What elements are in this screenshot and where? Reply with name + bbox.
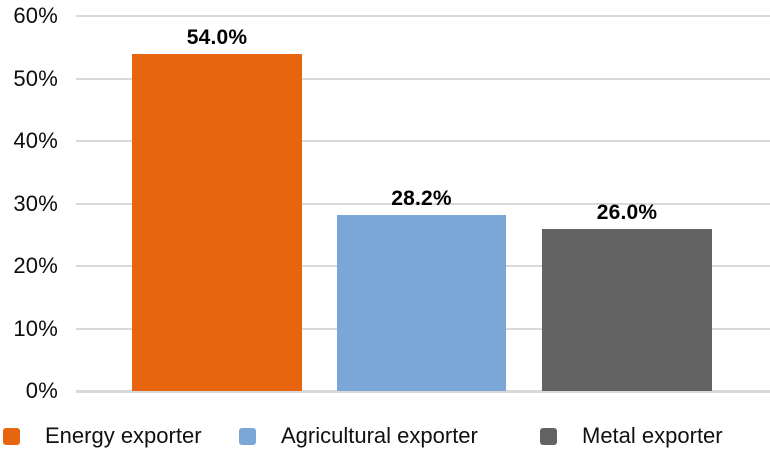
legend-swatch-metal-exporter xyxy=(540,427,557,445)
y-tick-label-40: 40% xyxy=(13,128,58,153)
y-tick-label-30: 30% xyxy=(13,190,58,216)
gridline-0 xyxy=(76,390,770,393)
gridline-30 xyxy=(76,202,770,205)
legend-item-metal-exporter: Metal exporter xyxy=(540,423,723,448)
gridline-60 xyxy=(76,15,770,17)
y-tick-label-20: 20% xyxy=(13,253,58,278)
legend-item-energy-exporter: Energy exporter xyxy=(3,423,202,448)
y-tick-label-60: 60% xyxy=(13,3,58,28)
bar-agricultural-exporter xyxy=(337,214,506,391)
gridline-40 xyxy=(76,140,770,142)
bar-value-metal-exporter: 26.0% xyxy=(596,200,658,224)
y-tick-label-10: 10% xyxy=(13,315,58,341)
legend-item-agricultural-exporter: Agricultural exporter xyxy=(239,423,478,448)
bar-value-agricultural-exporter: 28.2% xyxy=(391,186,452,210)
legend-label-metal-exporter: Metal exporter xyxy=(582,423,723,448)
legend-label-energy-exporter: Energy exporter xyxy=(45,423,202,448)
legend-swatch-energy-exporter xyxy=(3,427,20,445)
gridline-50 xyxy=(76,77,770,80)
y-tick-label-0: 0% xyxy=(25,378,58,403)
legend-label-agricultural-exporter: Agricultural exporter xyxy=(281,423,478,448)
y-tick-label-50: 50% xyxy=(13,65,58,91)
bar-value-energy-exporter: 54.0% xyxy=(186,25,248,49)
legend-swatch-agricultural-exporter xyxy=(239,427,256,445)
bar-energy-exporter xyxy=(132,53,302,391)
bar-metal-exporter xyxy=(542,228,712,391)
